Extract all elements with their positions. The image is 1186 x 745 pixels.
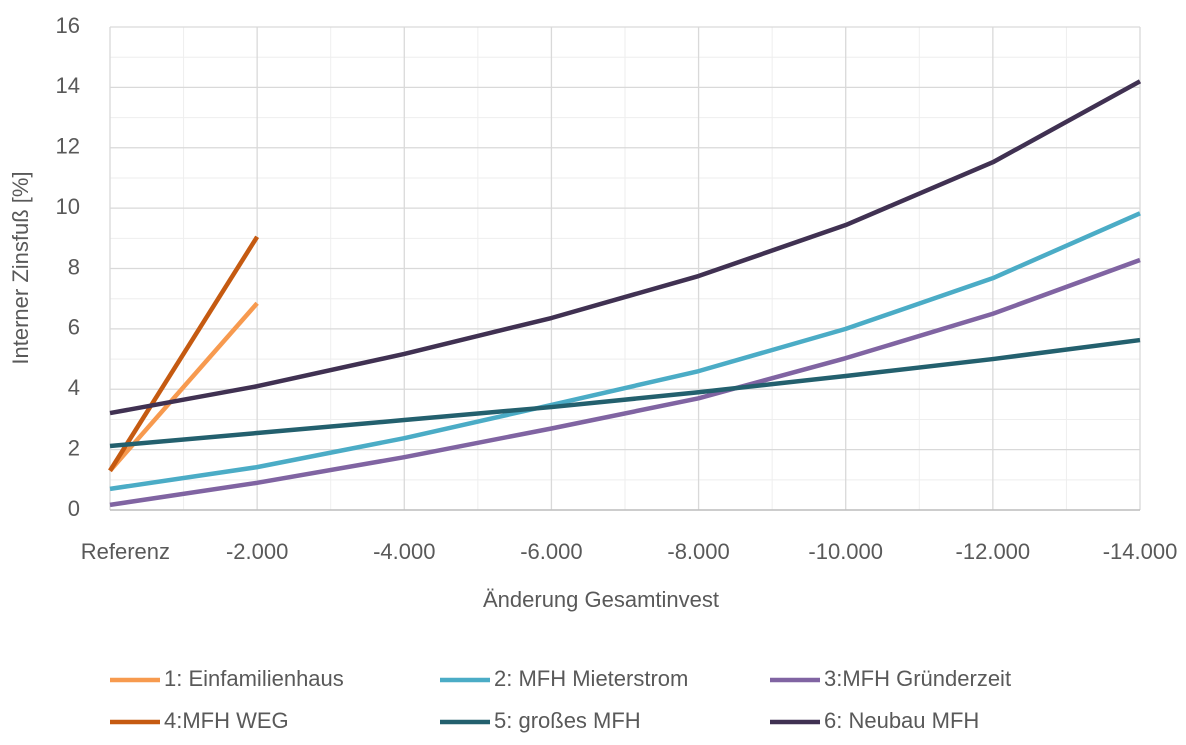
x-tick-label: -8.000 xyxy=(667,539,729,564)
x-axis-label: Änderung Gesamtinvest xyxy=(483,587,719,612)
x-tick-label: -4.000 xyxy=(373,539,435,564)
x-tick-label: -2.000 xyxy=(226,539,288,564)
y-tick-label: 6 xyxy=(68,315,80,340)
y-axis-label: Interner Zinsfuß [%] xyxy=(8,171,33,364)
y-tick-label: 10 xyxy=(56,194,80,219)
y-tick-label: 4 xyxy=(68,375,80,400)
x-tick-label: -14.000 xyxy=(1103,539,1178,564)
legend-label: 2: MFH Mieterstrom xyxy=(494,666,688,691)
y-tick-label: 2 xyxy=(68,435,80,460)
y-tick-label: 0 xyxy=(68,496,80,521)
series-line xyxy=(108,235,260,472)
series-line xyxy=(109,211,1141,492)
x-tick-label: Referenz xyxy=(81,539,170,564)
y-tick-label: 16 xyxy=(56,13,80,38)
legend-label: 3:MFH Gründerzeit xyxy=(824,666,1011,691)
series-line xyxy=(109,257,1141,508)
legend-label: 1: Einfamilienhaus xyxy=(164,666,344,691)
x-tick-label: -6.000 xyxy=(520,539,582,564)
y-tick-label: 12 xyxy=(56,134,80,159)
series-line xyxy=(109,79,1142,416)
y-tick-label: 8 xyxy=(68,254,80,279)
x-tick-label: -12.000 xyxy=(956,539,1031,564)
legend-label: 6: Neubau MFH xyxy=(824,708,979,733)
y-tick-label: 14 xyxy=(56,73,80,98)
legend-label: 4:MFH WEG xyxy=(164,708,289,733)
x-tick-label: -10.000 xyxy=(808,539,883,564)
legend-label: 5: großes MFH xyxy=(494,708,641,733)
series-line xyxy=(109,337,1141,449)
